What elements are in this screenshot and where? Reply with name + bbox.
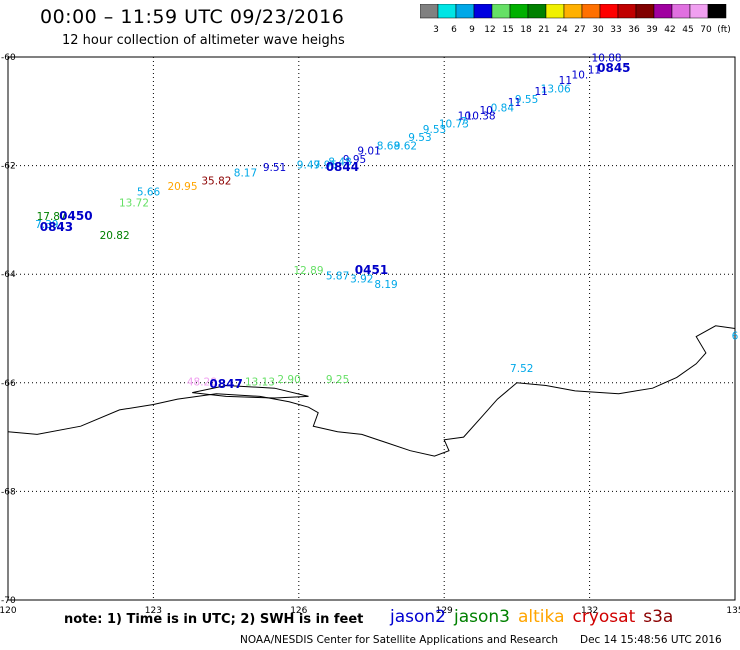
time-label: 0844: [326, 160, 359, 174]
wave-height-label: 8.19: [374, 279, 397, 291]
colorbar-label: 18: [520, 25, 532, 35]
wave-height-label: 7.95: [314, 159, 337, 171]
satellite-legend-item: jason3: [454, 607, 510, 627]
wave-height-label: 10.: [479, 105, 496, 117]
credit-line: NOAA/NESDIS Center for Satellite Applica…: [240, 634, 558, 646]
wave-height-label: 35.82: [201, 176, 231, 188]
colorbar-label: 6: [451, 25, 457, 35]
y-tick-label: -68: [1, 487, 16, 497]
wave-height-label: 20.95: [167, 181, 197, 193]
wave-height-label: 9.25: [326, 374, 349, 386]
y-tick-label: -62: [1, 162, 16, 172]
coastline-island: [192, 384, 309, 399]
colorbar-label: 33: [610, 25, 621, 35]
colorbar-label: 45: [682, 25, 693, 35]
x-tick-label: 135: [726, 606, 740, 616]
satellite-legend-item: jason2: [390, 607, 446, 627]
wave-height-label: 11: [588, 64, 601, 76]
wave-height-label: 7: [460, 116, 467, 128]
colorbar-swatch: [707, 4, 727, 19]
x-tick-label: 120: [0, 606, 17, 616]
wave-height-label: 8.68: [377, 140, 400, 152]
wave-height-label: 10.: [458, 110, 475, 122]
colorbar-label: 30: [592, 25, 604, 35]
time-label: 0847: [209, 377, 242, 391]
wave-height-label: 9.51: [263, 162, 286, 174]
wave-height-label: 10.73: [439, 119, 469, 131]
y-tick-label: -64: [1, 270, 16, 280]
time-label: 0843: [40, 220, 73, 234]
satellite-legend-item: cryosat: [572, 607, 636, 627]
page-subtitle: 12 hour collection of altimeter wave hei…: [62, 33, 345, 48]
wave-height-label: 11: [559, 75, 572, 87]
wave-height-label: 20.82: [100, 230, 130, 242]
y-tick-label: -66: [1, 379, 16, 389]
wave-height-label: 17.87: [37, 211, 67, 223]
y-tick-label: -70: [1, 596, 16, 606]
wave-height-map: 120123126129132135-60-62-64-66-68-7010.8…: [0, 52, 740, 616]
wave-height-label: 9.53: [423, 124, 446, 136]
colorbar-label: (ft): [717, 25, 731, 35]
satellite-legend: jason2 jason3 altika cryosat s3a: [390, 607, 681, 627]
wave-height-label: 9.55: [515, 94, 538, 106]
satellite-legend-item: s3a: [643, 607, 674, 627]
colorbar-label: 9: [469, 25, 475, 35]
time-label: 0845: [597, 61, 630, 75]
y-tick-label: -60: [1, 53, 16, 63]
wave-height-label: 9.95: [343, 154, 366, 166]
colorbar-label: 36: [628, 25, 640, 35]
wave-height-label: 11: [534, 86, 547, 98]
wave-height-label: 48.28: [187, 377, 217, 389]
colorbar-label: 24: [556, 25, 568, 35]
wave-height-label: 7.52: [510, 363, 533, 375]
x-tick-label: 123: [145, 606, 162, 616]
wave-height-label: 9.01: [357, 146, 380, 158]
colorbar-label: 15: [502, 25, 513, 35]
colorbar-label: 21: [538, 25, 549, 35]
colorbar-label: 12: [484, 25, 495, 35]
satellite-legend-item: altika: [518, 607, 565, 627]
wave-height-label: 10.88: [592, 52, 622, 64]
wave-height-label: 10.38: [466, 110, 496, 122]
colorbar-label: 42: [664, 25, 675, 35]
colorbar-label: 70: [700, 25, 712, 35]
page-title: 00:00 – 11:59 UTC 09/23/2016: [40, 6, 345, 28]
wave-height-label: 13.06: [541, 83, 571, 95]
wave-height-label: 13.13: [245, 377, 275, 389]
wave-height-label: 12.89: [293, 265, 323, 277]
wave-height-label: 2.90: [277, 374, 300, 386]
wave-height-label: 8.17: [234, 167, 257, 179]
wave-height-label: 0.84: [491, 102, 515, 114]
time-label: 0451: [355, 263, 388, 277]
wave-height-label: 9.53: [408, 132, 431, 144]
wave-height-label: 5.87: [326, 271, 349, 283]
x-tick-label: 129: [436, 606, 453, 616]
wave-height-label: 7.39: [35, 219, 58, 231]
colorbar-label: 27: [574, 25, 585, 35]
color-scale-legend: 3 6 9 12 15 18 21 24 27 30 33 36 39 42 45 70 (ft): [420, 4, 731, 35]
colorbar-label: 3: [433, 25, 439, 35]
plot-frame: [7, 56, 736, 601]
x-tick-label: 132: [581, 606, 598, 616]
time-label: 0450: [59, 209, 92, 223]
wave-height-label: 8.48: [328, 157, 351, 169]
footnote: note: 1) Time is in UTC; 2) SWH is in fe…: [64, 612, 364, 627]
wave-height-label: 9.62: [394, 140, 417, 152]
wave-height-label: 3.92: [350, 273, 373, 285]
wave-height-label: 6: [732, 330, 739, 342]
wave-height-label: 13.72: [119, 197, 149, 209]
wave-height-label: 5.66: [137, 186, 161, 198]
timestamp: Dec 14 15:48:56 UTC 2016: [580, 634, 722, 646]
wave-height-label: 11: [508, 97, 521, 109]
wave-height-label: 10.: [572, 70, 589, 82]
coastline: [7, 325, 736, 457]
x-tick-label: 126: [290, 606, 307, 616]
wave-height-label: 9.49: [297, 159, 320, 171]
colorbar-label: 39: [646, 25, 658, 35]
